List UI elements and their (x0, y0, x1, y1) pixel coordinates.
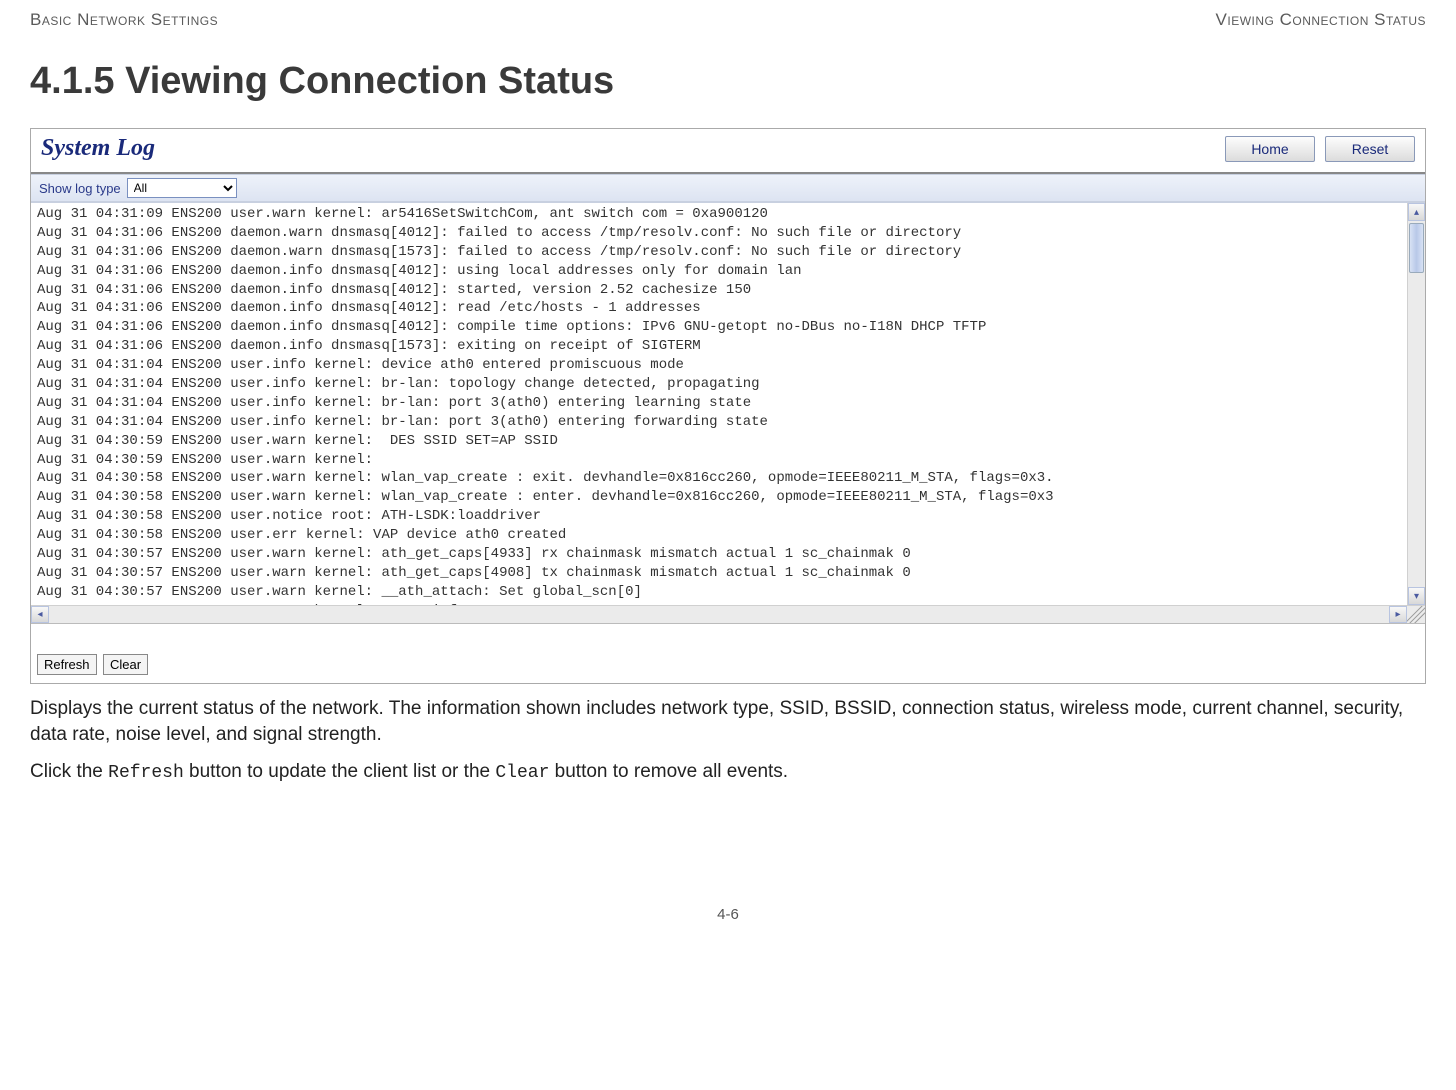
panel-title: System Log (41, 135, 155, 162)
header-left: Basic Network Settings (30, 10, 218, 30)
reset-button[interactable]: Reset (1325, 136, 1415, 162)
refresh-button[interactable]: Refresh (37, 654, 97, 675)
description-p2: Click the Refresh button to update the c… (30, 759, 1426, 785)
resize-grip-icon[interactable] (1407, 605, 1425, 623)
log-type-select[interactable]: All (127, 178, 237, 198)
clear-code: Clear (495, 763, 549, 783)
scroll-down-icon[interactable]: ▾ (1408, 587, 1425, 605)
vertical-scrollbar[interactable]: ▴ ▾ (1407, 203, 1425, 605)
page-number: 4-6 (30, 906, 1426, 933)
clear-button[interactable]: Clear (103, 654, 148, 675)
refresh-code: Refresh (108, 763, 184, 783)
log-output: Aug 31 04:31:09 ENS200 user.warn kernel:… (31, 203, 1425, 605)
scroll-left-icon[interactable]: ◂ (31, 606, 49, 623)
scroll-up-icon[interactable]: ▴ (1408, 203, 1425, 221)
description-p1: Displays the current status of the netwo… (30, 696, 1426, 747)
horizontal-scrollbar[interactable]: ◂ ▸ (31, 605, 1407, 623)
scroll-thumb[interactable] (1409, 223, 1424, 273)
description-text: Displays the current status of the netwo… (30, 696, 1426, 786)
log-container: Aug 31 04:31:09 ENS200 user.warn kernel:… (31, 202, 1425, 623)
scroll-right-icon[interactable]: ▸ (1389, 606, 1407, 623)
filter-label: Show log type (39, 181, 121, 196)
home-button[interactable]: Home (1225, 136, 1315, 162)
system-log-screenshot: System Log Home Reset Show log type All … (30, 128, 1426, 684)
header-right: Viewing Connection Status (1216, 10, 1426, 30)
section-heading: 4.1.5 Viewing Connection Status (30, 60, 1426, 103)
